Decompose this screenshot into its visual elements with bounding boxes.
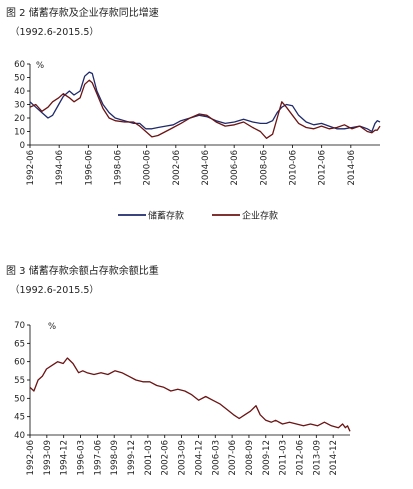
figure-3-subcaption: （1992.6-2015.5） [10, 285, 99, 296]
x-tick-label: 2004-12 [194, 440, 204, 476]
y-tick-label: 70 [14, 321, 25, 331]
x-tick-label: 2012-06 [318, 150, 328, 186]
x-tick-label: 2006-06 [230, 150, 240, 186]
legend-label-2: 企业存款 [242, 210, 278, 222]
x-tick-label: 1998-06 [114, 150, 124, 186]
x-tick-label: 1999-12 [127, 440, 137, 476]
y-tick-label: 65 [14, 339, 25, 349]
x-tick-label: 2010-06 [289, 150, 299, 186]
y-tick-label: 50 [14, 74, 25, 84]
x-tick-label: 2012-06 [295, 440, 305, 476]
series-line-2 [29, 79, 381, 139]
x-tick-label: 2014-12 [329, 440, 339, 476]
figure-3-chart: 40 45 50 55 60 65 70 % 1992-06 1993-09 1994-12 1996… [14, 321, 351, 476]
x-tick-label: 2008-06 [259, 150, 269, 186]
x-tick-label: 2008-09 [245, 440, 255, 476]
y-tick-label: 55 [14, 376, 25, 386]
x-tick-label: 1996-03 [77, 440, 87, 476]
y-tick-label: 60 [14, 60, 25, 70]
series-line-1 [29, 357, 351, 432]
x-tick-label: 2011-03 [279, 440, 289, 476]
x-tick-label: 2001-03 [144, 440, 154, 476]
x-tick-label: 1997-06 [93, 440, 103, 476]
x-tick-label: 2007-06 [228, 440, 238, 476]
y-unit-label: % [48, 322, 56, 332]
x-tick-label: 1992-06 [26, 440, 36, 476]
x-tick-label: 1994-06 [55, 150, 65, 186]
y-tick-label: 10 [14, 128, 25, 138]
x-tick-label: 1998-09 [110, 440, 120, 476]
y-tick-label: 30 [14, 101, 25, 111]
figure-2-caption: 图 2 储蓄存款及企业存款同比增速 [6, 8, 159, 19]
x-tick-label: 2006-03 [211, 440, 221, 476]
y-tick-label: 45 [14, 413, 25, 423]
y-tick-label: 50 [14, 394, 25, 404]
y-tick-label: 0 [20, 141, 25, 151]
x-tick-label: 2000-06 [143, 150, 153, 186]
x-tick-label: 2003-09 [178, 440, 188, 476]
series-line-1 [29, 71, 381, 133]
figure-2-subcaption: （1992.6-2015.5） [10, 27, 99, 38]
figure-3-caption: 图 3 储蓄存款余额占存款余额比重 [6, 266, 159, 277]
figure-2-chart: 0 10 20 30 40 50 60 % 1992-06 1994-06 1996-06 1998-… [14, 60, 381, 222]
x-tick-label: 2009-12 [262, 440, 272, 476]
x-tick-label: 2014-06 [347, 150, 357, 186]
x-tick-label: 2002-06 [161, 440, 171, 476]
x-tick-label: 1992-06 [26, 150, 36, 186]
x-tick-label: 1993-09 [43, 440, 53, 476]
legend-label-1: 储蓄存款 [148, 210, 184, 222]
y-unit-label: % [36, 61, 44, 71]
x-tick-label: 2013-09 [312, 440, 322, 476]
y-tick-label: 40 [14, 431, 25, 441]
x-tick-label: 2004-06 [201, 150, 211, 186]
y-tick-label: 60 [14, 358, 25, 368]
y-tick-label: 20 [14, 114, 25, 124]
x-tick-label: 1994-12 [60, 440, 70, 476]
x-tick-label: 1996-06 [84, 150, 94, 186]
y-tick-label: 40 [14, 87, 25, 97]
x-tick-label: 2002-06 [172, 150, 182, 186]
